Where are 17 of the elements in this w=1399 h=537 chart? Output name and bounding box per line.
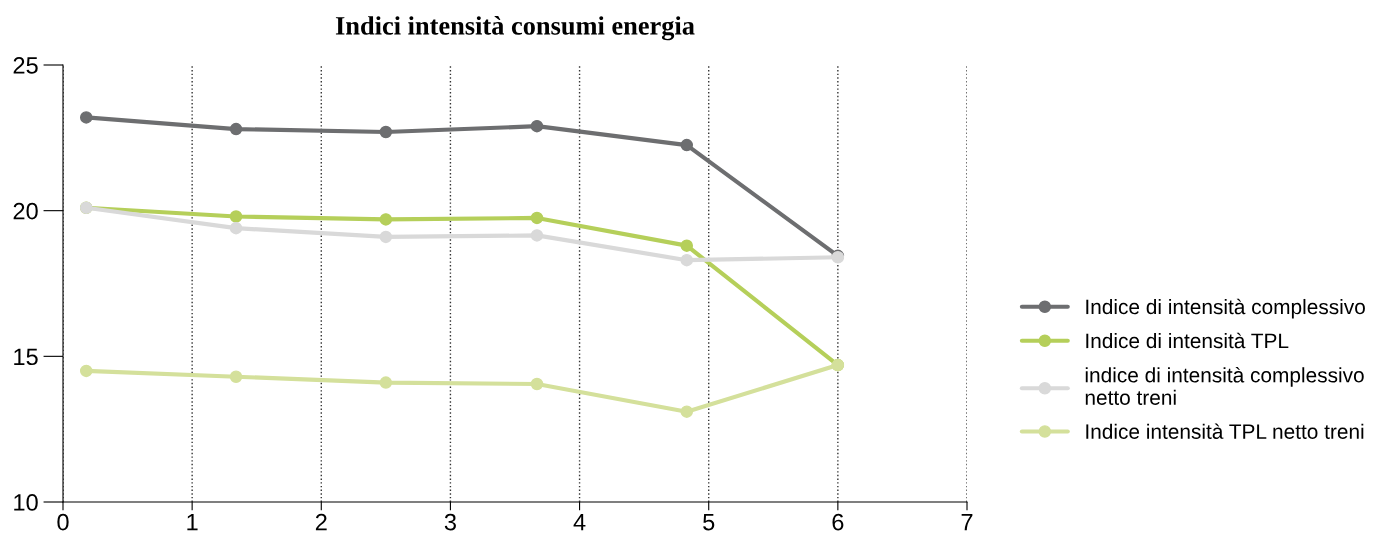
legend-label: indice di intensità complessivo netto treni [1085,366,1364,405]
y-tick-label: 20 [13,202,38,220]
y-tick-label: 10 [14,494,38,511]
x-tick-label: 4 [573,513,586,531]
chart-title: Indici intensità consumi energia [335,16,695,41]
x-tick-label: 0 [57,513,69,531]
y-tick-label: 25 [13,57,38,74]
legend-label: Indice intensità TPL netto treni [1086,423,1364,439]
x-tick-label: 3 [444,513,456,531]
y-tick-label: 15 [14,348,38,366]
legend-label: Indice di intensità TPL [1086,332,1289,349]
x-tick-label: 7 [961,513,973,531]
x-tick-label: 5 [703,513,715,531]
x-tick-label: 6 [832,513,844,531]
legend-label: Indice di intensità complessivo [1086,298,1365,319]
x-tick-label: 1 [187,513,198,531]
x-tick-label: 2 [315,513,327,531]
